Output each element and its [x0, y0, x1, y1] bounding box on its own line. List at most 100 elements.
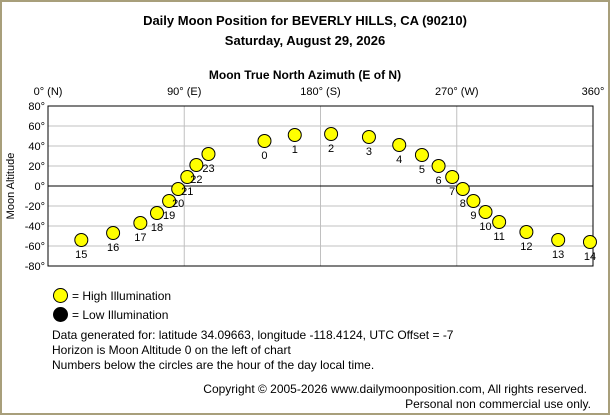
moon-point-marker	[414, 148, 429, 162]
hour-label: 3	[366, 146, 372, 158]
moon-point-marker	[582, 235, 597, 249]
chart-x-title: Moon True North Azimuth (E of N)	[208, 68, 402, 82]
moon-point-hour-11: 11	[492, 215, 507, 243]
moon-point-marker	[361, 130, 376, 144]
moon-point-hour-17: 17	[133, 216, 148, 244]
hour-label: 0	[261, 150, 267, 162]
moon-point-hour-20: 20	[171, 182, 186, 210]
y-axis-label: Moon Altitude	[5, 153, 17, 220]
hour-label: 5	[419, 164, 425, 176]
x-tick-label: 270° (W)	[435, 86, 479, 98]
moon-position-chart: 0° (N) 90° (E) 180° (S) 270° (W) 360° 80°60°…	[5, 86, 605, 273]
moon-point-marker	[551, 233, 566, 247]
moon-point-hour-13: 13	[551, 233, 566, 261]
y-tick-labels: 80° 60° 40° 20° 0° -20° -40° -60° -80°	[25, 101, 45, 273]
y-tick-label: 60°	[28, 121, 45, 133]
hour-label: 21	[181, 186, 193, 198]
hour-label: 14	[584, 251, 596, 263]
low-illumination-legend-icon	[53, 307, 68, 322]
info-horizon: Horizon is Moon Altitude 0 on the left o…	[52, 343, 291, 357]
hour-label: 22	[190, 174, 202, 186]
hour-label: 19	[163, 210, 175, 222]
page-subtitle: Saturday, August 29, 2026	[224, 33, 386, 48]
moon-point-marker	[287, 128, 302, 142]
moon-point-hour-12: 12	[519, 225, 534, 253]
moon-point-hour-5: 5	[414, 148, 429, 176]
high-illumination-legend-label: = High Illumination	[72, 289, 172, 303]
hour-label: 18	[151, 222, 163, 234]
moon-point-marker	[492, 215, 507, 229]
moon-point-marker	[162, 194, 177, 208]
moon-point-hour-22: 22	[189, 158, 204, 186]
page-title: Daily Moon Position for BEVERLY HILLS, C…	[143, 13, 467, 28]
moon-point-marker	[466, 194, 481, 208]
moon-point-hour-14: 14	[582, 235, 597, 263]
low-illumination-legend-label: = Low Illumination	[72, 308, 169, 322]
x-tick-label: 180° (S)	[300, 86, 340, 98]
x-tick-labels: 0° (N) 90° (E) 180° (S) 270° (W) 360°	[34, 86, 605, 98]
info-location: Data generated for: latitude 34.09663, l…	[52, 328, 454, 342]
moon-point-marker	[324, 127, 339, 141]
moon-point-marker	[150, 206, 164, 220]
moon-point-hour-6: 6	[431, 159, 446, 187]
moon-point-hour-2: 2	[324, 127, 339, 155]
x-tick-label: 90° (E)	[167, 86, 201, 98]
hour-label: 11	[493, 231, 504, 243]
y-tick-label: 0°	[34, 181, 45, 193]
moon-point-marker	[478, 205, 493, 219]
info-hours: Numbers below the circles are the hour o…	[52, 358, 375, 372]
y-tick-label: -40°	[25, 221, 45, 233]
moon-point-marker	[257, 134, 272, 148]
y-tick-label: 80°	[28, 101, 45, 113]
y-tick-label: -60°	[25, 241, 45, 253]
moon-point-hour-23: 23	[201, 147, 216, 175]
hour-label: 10	[479, 221, 491, 233]
hour-label: 6	[436, 175, 442, 187]
x-tick-label: 0° (N)	[34, 86, 63, 98]
moon-point-hour-15: 15	[74, 233, 89, 261]
moon-point-marker	[74, 233, 89, 247]
copyright-text: Copyright © 2005-2026 www.dailymoonposit…	[203, 382, 587, 396]
moon-point-marker	[455, 182, 470, 196]
y-tick-label: -80°	[25, 261, 45, 273]
hour-label: 17	[134, 232, 146, 244]
moon-point-marker	[392, 138, 407, 152]
hour-label: 15	[75, 249, 87, 261]
moon-point-hour-8: 8	[455, 182, 470, 210]
moon-point-marker	[133, 216, 148, 230]
moon-point-marker	[519, 225, 534, 239]
moon-point-hour-3: 3	[361, 130, 376, 158]
hour-label: 13	[552, 249, 564, 261]
moon-point-hour-16: 16	[106, 226, 121, 254]
moon-point-marker	[189, 158, 204, 172]
hour-label: 1	[292, 144, 298, 156]
moon-point-hour-18: 18	[150, 206, 164, 234]
moon-point-hour-10: 10	[478, 205, 493, 233]
moon-point-marker	[180, 170, 195, 184]
moon-point-hour-21: 21	[180, 170, 195, 198]
hour-label: 8	[460, 198, 466, 210]
hour-label: 9	[470, 210, 476, 222]
hour-label: 23	[202, 163, 214, 175]
moon-point-hour-4: 4	[392, 138, 407, 166]
moon-point-hour-19: 19	[162, 194, 177, 222]
y-tick-label: -20°	[25, 201, 45, 213]
hour-label: 2	[328, 143, 334, 155]
hour-label: 16	[107, 242, 119, 254]
usage-notice: Personal non commercial use only.	[405, 397, 591, 411]
moon-point-marker	[201, 147, 216, 161]
moon-point-marker	[445, 170, 460, 184]
high-illumination-legend-icon	[53, 288, 68, 303]
moon-point-hour-7: 7	[445, 170, 460, 198]
y-tick-label: 40°	[28, 141, 45, 153]
hour-label: 4	[396, 154, 402, 166]
moon-point-hour-1: 1	[287, 128, 302, 156]
hour-label: 12	[520, 241, 532, 253]
moon-point-hour-0: 0	[257, 134, 272, 162]
moon-point-marker	[431, 159, 446, 173]
x-tick-label: 360°	[582, 86, 605, 98]
moon-point-hour-9: 9	[466, 194, 481, 222]
moon-point-marker	[106, 226, 121, 240]
